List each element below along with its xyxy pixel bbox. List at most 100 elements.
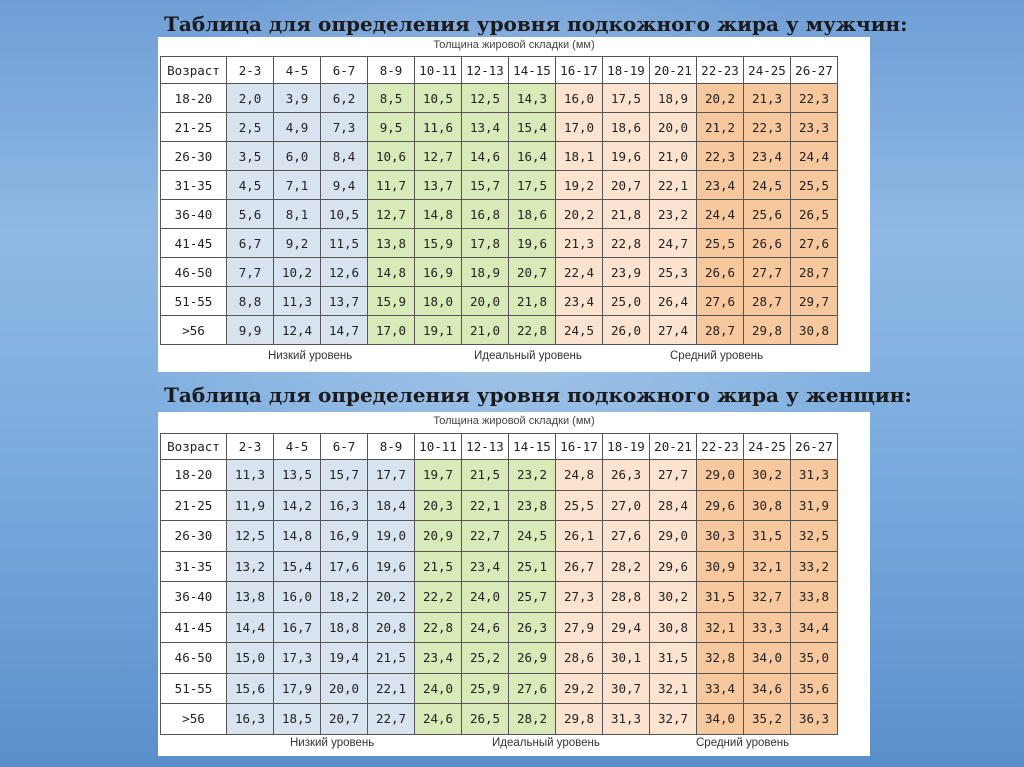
fat-percent-cell: 26,3 xyxy=(602,459,650,491)
fat-percent-cell: 30,3 xyxy=(696,520,744,552)
fat-percent-cell: 3,5 xyxy=(226,141,274,171)
fat-percent-cell: 23,9 xyxy=(602,257,650,287)
age-cell: 26-30 xyxy=(160,141,227,171)
fat-percent-cell: 21,0 xyxy=(649,141,697,171)
age-cell: >56 xyxy=(160,703,227,735)
fat-percent-cell: 21,5 xyxy=(461,459,509,491)
fat-percent-cell: 18,1 xyxy=(555,141,603,171)
fat-percent-cell: 3,9 xyxy=(273,83,321,113)
fat-percent-cell: 24,4 xyxy=(696,199,744,229)
women-table-panel: Толщина жировой складки (мм) Возраст 2-3 4… xyxy=(158,412,870,756)
fat-percent-cell: 31,9 xyxy=(790,489,838,521)
fat-percent-cell: 12,7 xyxy=(414,141,462,171)
fat-percent-cell: 23,2 xyxy=(508,459,556,491)
fat-percent-cell: 23,2 xyxy=(649,199,697,229)
women-header-skinfold: 12-13 xyxy=(461,433,509,460)
fat-percent-cell: 9,5 xyxy=(367,112,415,142)
fat-percent-cell: 31,5 xyxy=(696,581,744,613)
fat-percent-cell: 4,9 xyxy=(273,112,321,142)
fat-percent-cell: 20,3 xyxy=(414,489,462,521)
fat-percent-cell: 13,4 xyxy=(461,112,509,142)
fat-percent-cell: 18,8 xyxy=(320,611,368,643)
table-row: 21-25 11,9 14,2 16,3 18,4 20,3 22,1 23,8 25,5 27,… xyxy=(160,489,838,521)
fat-percent-cell: 23,4 xyxy=(743,141,791,171)
women-header-skinfold: 18-19 xyxy=(602,433,650,460)
fat-percent-cell: 30,7 xyxy=(602,672,650,704)
fat-percent-cell: 14,4 xyxy=(226,611,274,643)
fat-percent-cell: 21,5 xyxy=(414,550,462,582)
fat-percent-cell: 17,0 xyxy=(555,112,603,142)
fat-percent-cell: 17,7 xyxy=(367,459,415,491)
fat-percent-cell: 26,4 xyxy=(649,286,697,316)
fat-percent-cell: 24,4 xyxy=(790,141,838,171)
fat-percent-cell: 32,7 xyxy=(649,703,697,735)
fat-percent-cell: 18,4 xyxy=(367,489,415,521)
fat-percent-cell: 15,9 xyxy=(414,228,462,258)
fat-percent-cell: 16,9 xyxy=(414,257,462,287)
fat-percent-cell: 30,9 xyxy=(696,550,744,582)
fat-percent-cell: 19,1 xyxy=(414,315,462,345)
fat-percent-cell: 13,7 xyxy=(414,170,462,200)
fat-percent-cell: 20,0 xyxy=(461,286,509,316)
fat-percent-cell: 31,3 xyxy=(790,459,838,491)
women-header-skinfold: 22-23 xyxy=(696,433,744,460)
fat-percent-cell: 30,2 xyxy=(649,581,697,613)
fat-percent-cell: 15,4 xyxy=(508,112,556,142)
fat-percent-cell: 32,7 xyxy=(743,581,791,613)
fat-percent-cell: 10,2 xyxy=(273,257,321,287)
fat-percent-cell: 22,3 xyxy=(743,112,791,142)
fat-percent-cell: 6,0 xyxy=(273,141,321,171)
men-header-skinfold: 10-11 xyxy=(414,56,462,84)
fat-percent-cell: 22,8 xyxy=(414,611,462,643)
fat-percent-cell: 28,7 xyxy=(743,286,791,316)
age-cell: 36-40 xyxy=(160,199,227,229)
fat-percent-cell: 8,8 xyxy=(226,286,274,316)
fat-percent-cell: 28,6 xyxy=(555,642,603,674)
fat-percent-cell: 14,3 xyxy=(508,83,556,113)
fat-percent-cell: 28,7 xyxy=(790,257,838,287)
men-header-skinfold: 6-7 xyxy=(320,56,368,84)
fat-percent-cell: 7,3 xyxy=(320,112,368,142)
fat-percent-cell: 8,4 xyxy=(320,141,368,171)
fat-percent-cell: 17,9 xyxy=(273,672,321,704)
men-thickness-caption: Толщина жировой складки (мм) xyxy=(433,39,595,51)
fat-percent-cell: 12,6 xyxy=(320,257,368,287)
men-legend-ideal: Идеальный уровень xyxy=(474,350,582,362)
fat-percent-cell: 2,5 xyxy=(226,112,274,142)
fat-percent-cell: 27,0 xyxy=(602,489,650,521)
table-row: 26-30 3,5 6,0 8,4 10,6 12,7 14,6 16,4 18,1 19,6 21… xyxy=(160,141,838,171)
fat-percent-cell: 24,8 xyxy=(555,459,603,491)
fat-percent-cell: 30,8 xyxy=(743,489,791,521)
men-header-skinfold: 4-5 xyxy=(273,56,321,84)
age-cell: >56 xyxy=(160,315,227,345)
men-table-title: Таблица для определения уровня подкожног… xyxy=(164,12,908,36)
fat-percent-cell: 12,5 xyxy=(226,520,274,552)
fat-percent-cell: 22,1 xyxy=(367,672,415,704)
fat-percent-cell: 20,7 xyxy=(602,170,650,200)
fat-percent-cell: 15,6 xyxy=(226,672,274,704)
fat-percent-cell: 22,7 xyxy=(461,520,509,552)
fat-percent-cell: 29,8 xyxy=(555,703,603,735)
men-header-age: Возраст xyxy=(160,56,227,84)
women-header-age: Возраст xyxy=(160,433,227,460)
fat-percent-cell: 16,3 xyxy=(226,703,274,735)
fat-percent-cell: 34,0 xyxy=(696,703,744,735)
fat-percent-cell: 20,2 xyxy=(555,199,603,229)
men-header-skinfold: 8-9 xyxy=(367,56,415,84)
fat-percent-cell: 25,6 xyxy=(743,199,791,229)
age-cell: 46-50 xyxy=(160,642,227,674)
fat-percent-cell: 21,2 xyxy=(696,112,744,142)
fat-percent-cell: 22,2 xyxy=(414,581,462,613)
fat-percent-cell: 15,7 xyxy=(320,459,368,491)
fat-percent-cell: 11,3 xyxy=(226,459,274,491)
fat-percent-cell: 35,0 xyxy=(790,642,838,674)
fat-percent-cell: 33,8 xyxy=(790,581,838,613)
fat-percent-cell: 8,5 xyxy=(367,83,415,113)
fat-percent-cell: 21,5 xyxy=(367,642,415,674)
table-row: 36-40 5,6 8,1 10,5 12,7 14,8 16,8 18,6 20,2 21,8 2… xyxy=(160,199,838,229)
fat-percent-cell: 27,6 xyxy=(508,672,556,704)
fat-percent-cell: 25,5 xyxy=(555,489,603,521)
fat-percent-cell: 2,0 xyxy=(226,83,274,113)
women-header-skinfold: 10-11 xyxy=(414,433,462,460)
fat-percent-cell: 13,8 xyxy=(367,228,415,258)
